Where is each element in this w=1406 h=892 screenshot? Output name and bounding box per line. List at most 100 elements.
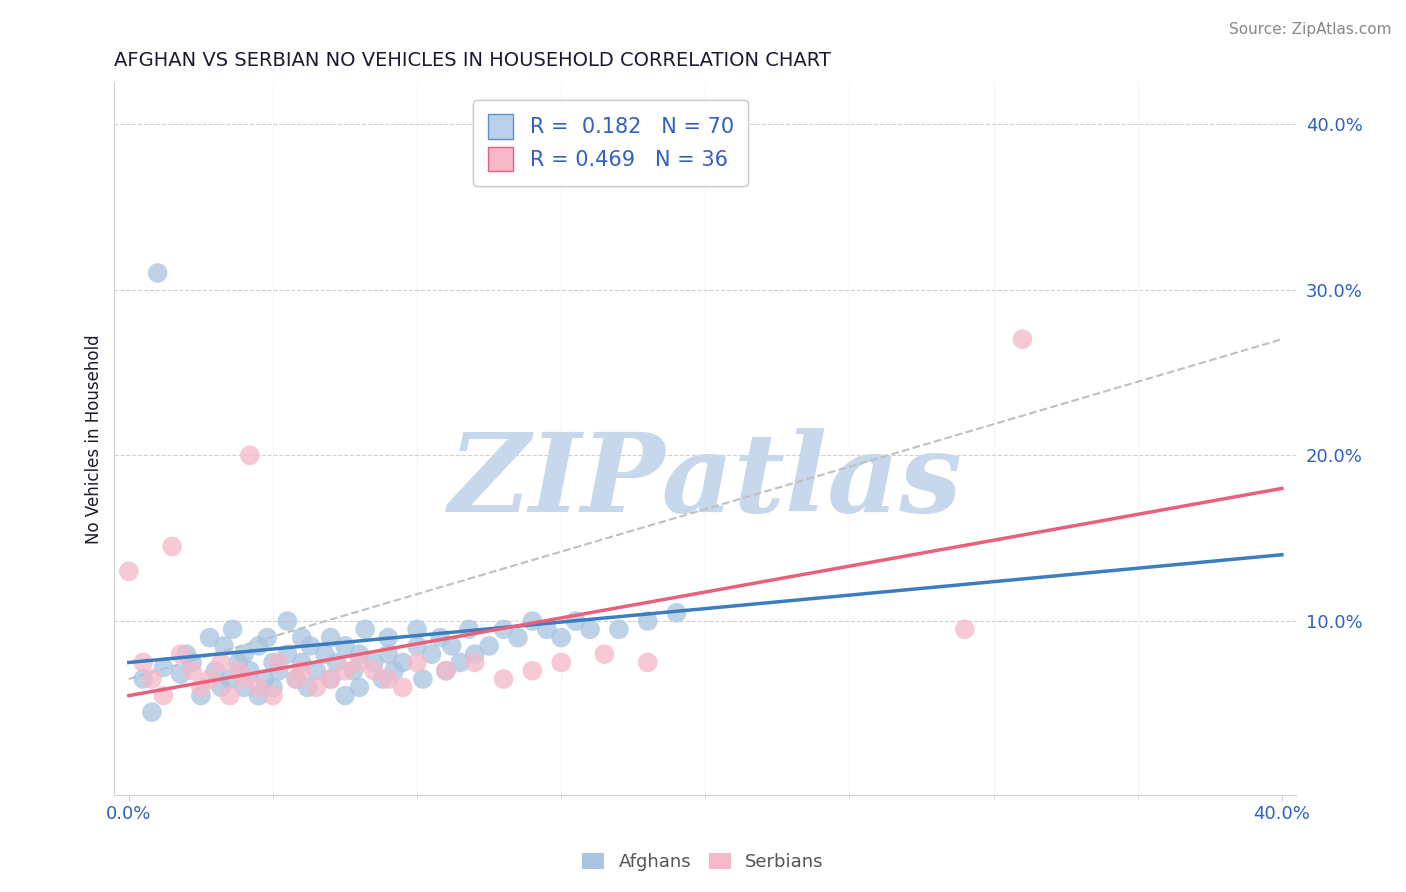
Point — [354, 623, 377, 637]
Point — [160, 540, 183, 554]
Point — [181, 656, 204, 670]
Point — [291, 656, 314, 670]
Point — [233, 681, 256, 695]
Point — [262, 656, 284, 670]
Point — [464, 656, 486, 670]
Point — [434, 664, 457, 678]
Point — [170, 647, 193, 661]
Point — [333, 639, 356, 653]
Y-axis label: No Vehicles in Household: No Vehicles in Household — [86, 334, 103, 543]
Point — [349, 681, 371, 695]
Point — [247, 689, 270, 703]
Point — [198, 631, 221, 645]
Point — [377, 647, 399, 661]
Text: Source: ZipAtlas.com: Source: ZipAtlas.com — [1229, 22, 1392, 37]
Point — [141, 705, 163, 719]
Text: AFGHAN VS SERBIAN NO VEHICLES IN HOUSEHOLD CORRELATION CHART: AFGHAN VS SERBIAN NO VEHICLES IN HOUSEHO… — [114, 51, 831, 70]
Point — [319, 631, 342, 645]
Point — [190, 689, 212, 703]
Point — [564, 614, 586, 628]
Point — [218, 672, 240, 686]
Point — [218, 689, 240, 703]
Point — [209, 681, 232, 695]
Point — [391, 656, 413, 670]
Point — [181, 664, 204, 678]
Point — [228, 656, 250, 670]
Point — [637, 656, 659, 670]
Point — [506, 631, 529, 645]
Point — [458, 623, 481, 637]
Point — [319, 672, 342, 686]
Point — [176, 647, 198, 661]
Point — [198, 672, 221, 686]
Point — [391, 681, 413, 695]
Point — [1011, 332, 1033, 346]
Point — [607, 623, 630, 637]
Point — [285, 672, 308, 686]
Point — [170, 667, 193, 681]
Point — [297, 681, 319, 695]
Point — [209, 656, 232, 670]
Point — [363, 664, 385, 678]
Point — [377, 631, 399, 645]
Point — [406, 656, 429, 670]
Point — [314, 647, 336, 661]
Point — [665, 606, 688, 620]
Point — [132, 656, 155, 670]
Point — [253, 672, 276, 686]
Point — [146, 266, 169, 280]
Point — [267, 656, 290, 670]
Point — [522, 664, 544, 678]
Point — [434, 664, 457, 678]
Point — [449, 656, 471, 670]
Point — [492, 623, 515, 637]
Point — [228, 664, 250, 678]
Point — [305, 664, 328, 678]
Legend: Afghans, Serbians: Afghans, Serbians — [575, 846, 831, 879]
Point — [262, 689, 284, 703]
Point — [522, 614, 544, 628]
Point — [550, 631, 572, 645]
Point — [412, 672, 434, 686]
Point — [256, 631, 278, 645]
Point — [536, 623, 558, 637]
Point — [349, 647, 371, 661]
Point — [343, 664, 366, 678]
Point — [291, 631, 314, 645]
Point — [305, 681, 328, 695]
Point — [492, 672, 515, 686]
Point — [291, 664, 314, 678]
Point — [141, 672, 163, 686]
Point — [152, 660, 174, 674]
Point — [377, 672, 399, 686]
Point — [637, 614, 659, 628]
Point — [267, 664, 290, 678]
Point — [363, 656, 385, 670]
Point — [319, 672, 342, 686]
Point — [420, 647, 443, 661]
Point — [190, 681, 212, 695]
Point — [325, 656, 347, 670]
Point — [247, 681, 270, 695]
Point — [382, 664, 405, 678]
Point — [593, 647, 616, 661]
Point — [299, 639, 322, 653]
Point — [239, 664, 262, 678]
Point — [118, 564, 141, 578]
Point — [276, 647, 298, 661]
Point — [233, 672, 256, 686]
Text: ZIPatlas: ZIPatlas — [449, 428, 962, 535]
Point — [440, 639, 463, 653]
Point — [429, 631, 451, 645]
Point — [132, 672, 155, 686]
Point — [152, 689, 174, 703]
Point — [262, 681, 284, 695]
Point — [406, 623, 429, 637]
Point — [333, 689, 356, 703]
Point — [285, 672, 308, 686]
Point — [464, 647, 486, 661]
Legend: R =  0.182   N = 70, R = 0.469   N = 36: R = 0.182 N = 70, R = 0.469 N = 36 — [474, 100, 748, 186]
Point — [333, 664, 356, 678]
Point — [349, 656, 371, 670]
Point — [212, 639, 235, 653]
